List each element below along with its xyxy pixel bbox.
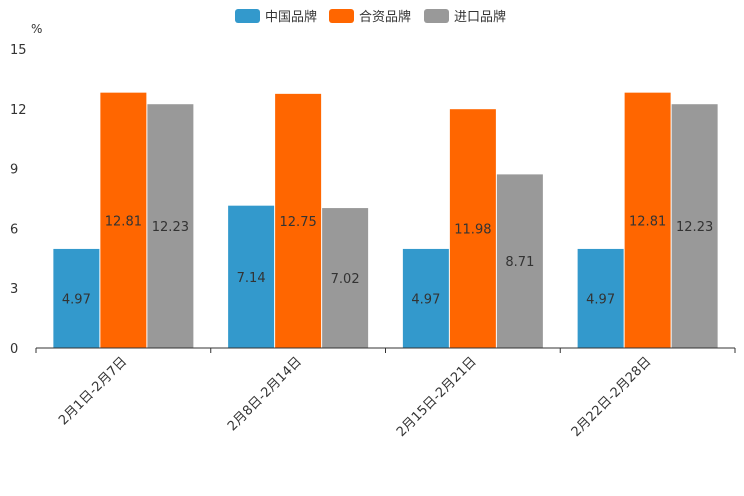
y-axis-ticks: 0 3 6 9 12 15 — [10, 43, 27, 357]
bar-1-2[interactable] — [228, 205, 275, 348]
bar-2-3[interactable] — [449, 109, 496, 348]
data-label-2-3: 11.98 — [454, 223, 491, 238]
bar-3-2[interactable] — [322, 208, 369, 348]
data-label-1-1: 4.97 — [62, 292, 91, 307]
data-label-2-4: 12.81 — [629, 214, 666, 229]
y-axis-unit-label: % — [31, 22, 42, 36]
bar-1-3[interactable] — [402, 248, 449, 348]
legend: 中国品牌 合资品牌 进口品牌 — [235, 9, 506, 25]
data-label-1-3: 4.97 — [411, 292, 440, 307]
data-label-1-2: 7.14 — [237, 271, 266, 286]
y-tick-label-9: 9 — [10, 163, 18, 178]
data-label-2-1: 12.81 — [105, 214, 142, 229]
bar-2-4[interactable] — [624, 92, 671, 349]
data-labels: 4.97 12.81 12.23 7.14 12.75 7.02 4.97 11.98 8.71… — [62, 214, 713, 307]
bar-1-4[interactable] — [577, 248, 624, 348]
y-tick-label-15: 15 — [10, 43, 27, 58]
data-label-2-2: 12.75 — [280, 215, 317, 230]
data-label-3-4: 12.23 — [676, 220, 713, 235]
legend-label-1[interactable]: 中国品牌 — [265, 9, 317, 25]
y-tick-label-0: 0 — [10, 342, 18, 357]
y-tick-label-3: 3 — [10, 282, 18, 297]
y-tick-label-6: 6 — [10, 222, 18, 237]
legend-label-3[interactable]: 进口品牌 — [454, 9, 506, 25]
bars — [53, 92, 718, 349]
data-label-3-2: 7.02 — [331, 272, 360, 287]
legend-swatch-3[interactable] — [424, 9, 449, 23]
bar-3-4[interactable] — [671, 104, 718, 348]
bar-1-1[interactable] — [53, 248, 100, 348]
bar-2-1[interactable] — [100, 92, 147, 349]
y-tick-label-12: 12 — [10, 103, 27, 118]
x-category-label-4: 2月22日-2月28日 — [569, 354, 655, 440]
legend-swatch-2[interactable] — [329, 9, 354, 23]
bar-3-3[interactable] — [496, 174, 543, 348]
data-label-1-4: 4.97 — [586, 292, 615, 307]
bar-2-2[interactable] — [275, 93, 322, 348]
data-label-3-1: 12.23 — [152, 220, 189, 235]
legend-swatch-1[interactable] — [235, 9, 260, 23]
x-category-label-3: 2月15日-2月21日 — [394, 354, 480, 440]
legend-label-2[interactable]: 合资品牌 — [359, 9, 411, 25]
data-label-3-3: 8.71 — [505, 255, 534, 270]
x-category-label-1: 2月1日-2月7日 — [56, 354, 130, 428]
x-axis: 2月1日-2月7日 2月8日-2月14日 2月15日-2月21日 2月22日-2月28… — [35, 347, 736, 440]
bar-3-1[interactable] — [147, 104, 194, 348]
x-category-label-2: 2月8日-2月14日 — [225, 354, 305, 434]
